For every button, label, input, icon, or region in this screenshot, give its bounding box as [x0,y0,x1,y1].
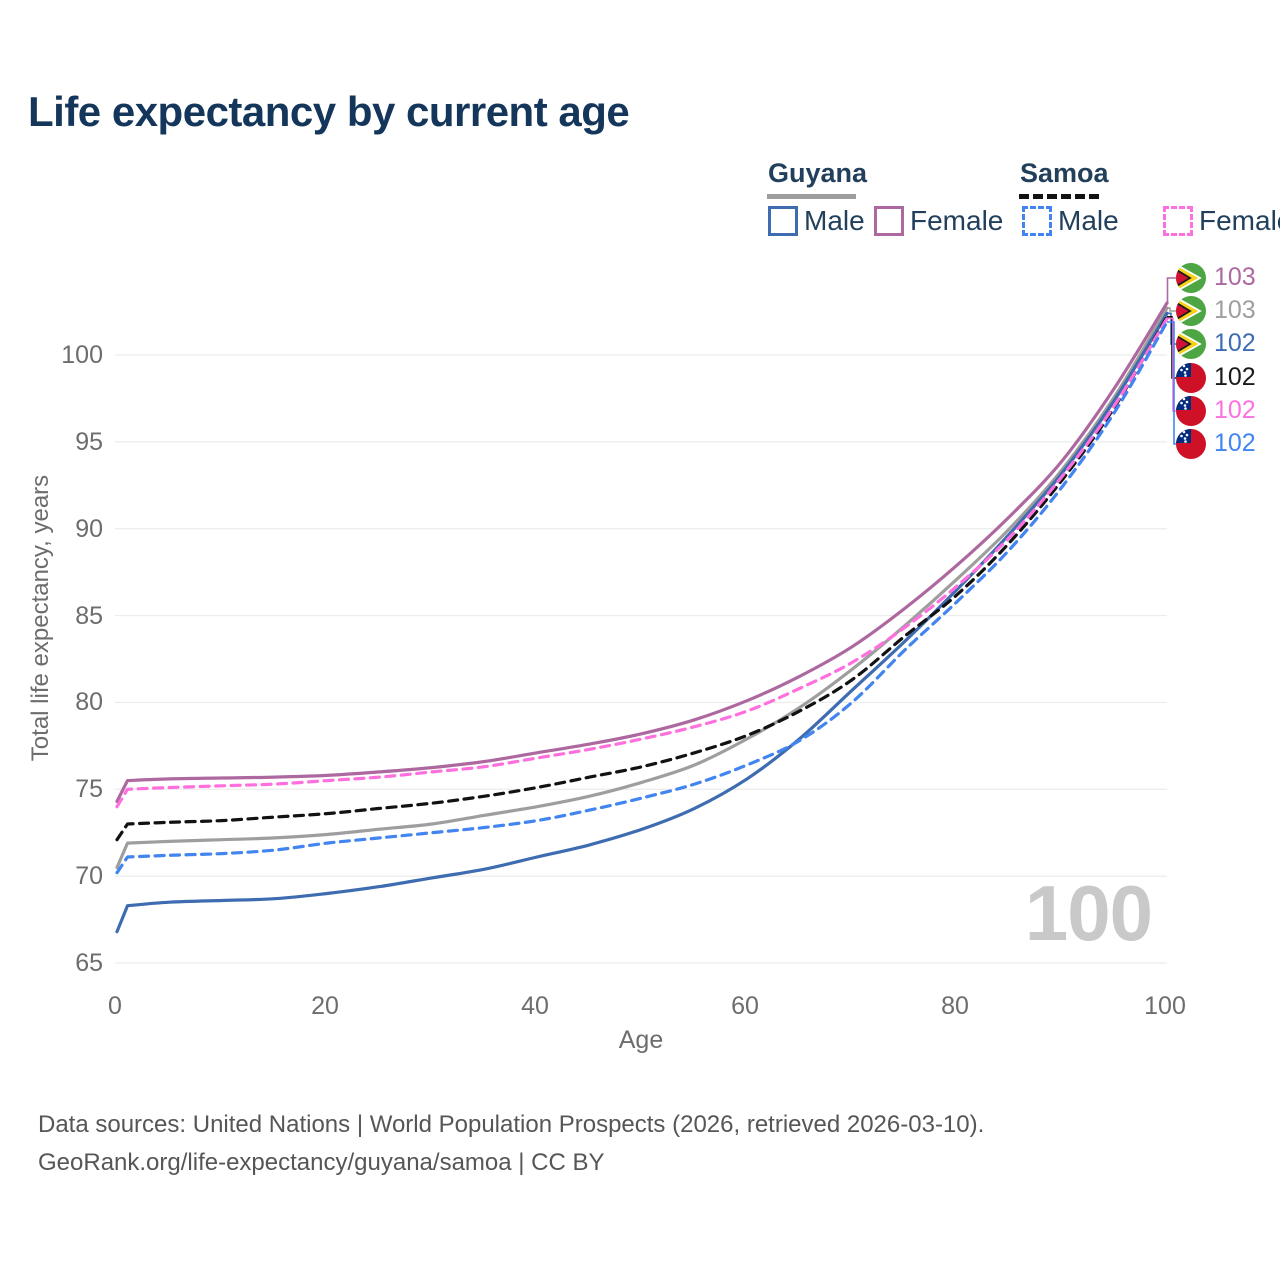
end-label-value: 102 [1214,429,1256,457]
legend-item-guyana-female[interactable]: Female [874,205,1003,237]
guyana-flag-icon [1176,329,1206,359]
guyana-flag-icon [1176,296,1206,326]
x-tick-label: 80 [941,992,969,1020]
guyana-flag-slot [1176,262,1207,293]
series-line-guyana-female[interactable] [115,301,1169,803]
end-label-guyana-female[interactable]: 103 [1176,262,1256,293]
samoa-male-swatch-icon [1022,206,1052,236]
x-tick-label: 0 [108,992,122,1020]
legend-guyana-line-sample [767,194,856,199]
data-source-line2[interactable]: GeoRank.org/life-expectancy/guyana/samoa… [38,1149,605,1176]
series-line-samoa-male[interactable] [115,320,1169,875]
series-line-samoa[interactable] [115,315,1169,842]
series-line-samoa-female[interactable] [115,316,1169,809]
end-label-samoa-female[interactable]: 102 [1176,395,1256,426]
end-label-samoa-male[interactable]: 102 [1176,428,1256,459]
x-tick-label: 20 [311,992,339,1020]
y-tick-label: 85 [75,601,103,630]
legend-label: Female [910,205,1004,236]
guyana-male-swatch-icon [768,206,798,236]
samoa-female-swatch-icon [1163,206,1193,236]
guyana-flag-icon [1176,263,1206,293]
label-leader-line [1167,317,1177,412]
data-source-line1: Data sources: United Nations | World Pop… [38,1111,985,1138]
label-leader-line [1166,277,1177,304]
guyana-flag-slot [1176,328,1207,359]
end-label-value: 102 [1214,363,1256,391]
series-line-guyana-male[interactable] [115,311,1169,934]
y-tick-label: 80 [75,688,103,717]
samoa-flag-slot [1176,395,1207,426]
y-tick-label: 75 [75,775,103,804]
end-label-guyana[interactable]: 103 [1176,295,1256,326]
samoa-flag-slot [1176,362,1207,393]
y-axis-title: Total life expectancy, years [27,474,54,762]
y-tick-label: 90 [75,514,103,543]
legend-samoa-line-sample [1019,194,1099,199]
samoa-flag-slot [1176,428,1207,459]
legend-item-samoa-male[interactable]: Male [1022,205,1119,237]
y-tick-label: 100 [61,341,103,369]
end-label-value: 103 [1214,263,1256,291]
x-tick-label: 40 [521,992,549,1020]
label-leader-line [1167,321,1177,445]
legend-label: Male [1058,205,1119,236]
end-label-guyana-male[interactable]: 102 [1176,328,1256,359]
age-watermark: 100 [1024,869,1153,957]
end-label-value: 103 [1214,296,1256,324]
page-title: Life expectancy by current age [28,88,630,135]
guyana-female-swatch-icon [874,206,904,236]
guyana-flag-slot [1176,295,1207,326]
y-tick-label: 95 [75,427,103,456]
legend-label: Female [1199,205,1280,236]
legend-group-guyana-header[interactable]: Guyana [768,158,868,188]
end-label-samoa[interactable]: 102 [1176,362,1256,393]
legend-group-samoa-header[interactable]: Samoa [1020,158,1109,188]
data-source-note: Data sources: United Nations | World Pop… [38,1106,984,1182]
y-tick-label: 65 [75,949,103,977]
end-label-value: 102 [1214,329,1256,357]
legend-item-guyana-male[interactable]: Male [768,205,865,237]
x-axis-title: Age [618,1026,664,1054]
end-label-value: 102 [1214,396,1256,424]
legend-item-samoa-female[interactable]: Female [1163,205,1280,237]
label-leader-line [1167,307,1177,312]
y-tick-label: 70 [75,862,103,891]
series-line-guyana[interactable] [115,306,1169,870]
legend-label: Male [804,205,865,236]
x-tick-label: 100 [1144,992,1186,1020]
x-tick-label: 60 [731,992,759,1020]
